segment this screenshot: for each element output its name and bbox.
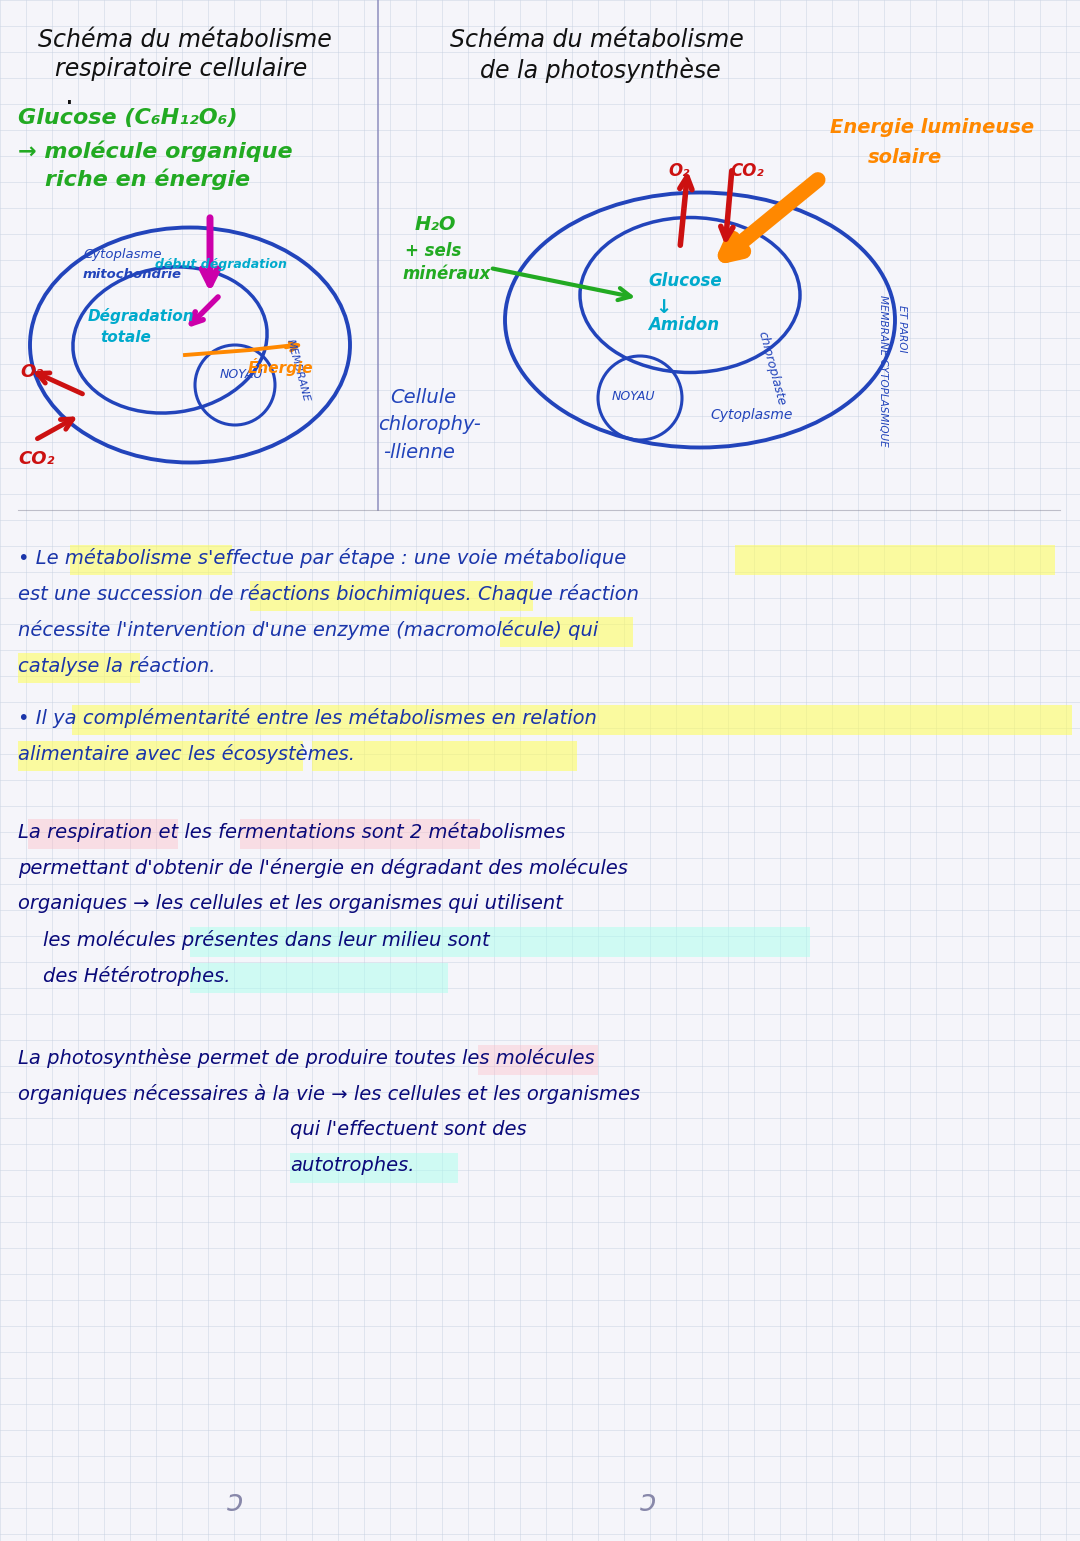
Text: est une succession de réactions biochimiques. Chaque réaction: est une succession de réactions biochimi… (18, 584, 639, 604)
Text: • Il ya complémentarité entre les métabolismes en relation: • Il ya complémentarité entre les métabo… (18, 707, 597, 727)
Text: La photosynthèse permet de produire toutes les molécules: La photosynthèse permet de produire tout… (18, 1048, 595, 1068)
Text: respiratoire cellulaire: respiratoire cellulaire (55, 57, 307, 82)
Bar (70, 546, 232, 575)
Text: nécessite l'intervention d'une enzyme (macromolécule) qui: nécessite l'intervention d'une enzyme (m… (18, 619, 598, 640)
Text: Glucose: Glucose (648, 273, 721, 290)
Text: début dégradation: début dégradation (156, 257, 287, 271)
Text: ·: · (65, 89, 73, 119)
Text: NOYAU: NOYAU (612, 390, 656, 404)
Text: Cellule: Cellule (390, 388, 456, 407)
Text: H₂O: H₂O (415, 216, 457, 234)
Text: La respiration et les fermentations sont 2 métabolismes: La respiration et les fermentations sont… (18, 821, 565, 841)
Text: de la photosynthèse: de la photosynthèse (480, 57, 720, 83)
Text: Dégradation: Dégradation (87, 308, 194, 324)
Bar (500, 616, 633, 647)
Text: chloroplaste: chloroplaste (755, 330, 787, 407)
Text: Schéma du métabolisme: Schéma du métabolisme (38, 28, 332, 52)
Text: autotrophes.: autotrophes. (291, 1156, 415, 1174)
Text: catalyse la réaction.: catalyse la réaction. (18, 656, 216, 676)
Text: des Hétérotrophes.: des Hétérotrophes. (18, 966, 230, 986)
Text: solaire: solaire (868, 148, 942, 166)
Text: + sels: + sels (405, 242, 461, 260)
Bar (735, 546, 1055, 575)
Bar (240, 818, 480, 849)
Text: • Le métabolisme s'effectue par étape : une voie métabolique: • Le métabolisme s'effectue par étape : … (18, 549, 626, 569)
Text: organiques → les cellules et les organismes qui utilisent: organiques → les cellules et les organis… (18, 894, 563, 912)
Text: ↄ: ↄ (639, 1489, 657, 1516)
Text: Glucose (C₆H₁₂O₆): Glucose (C₆H₁₂O₆) (18, 108, 238, 128)
Bar (28, 818, 178, 849)
Text: Cytoplasme: Cytoplasme (710, 408, 793, 422)
Bar (478, 1045, 598, 1076)
Text: ET PAROI: ET PAROI (897, 305, 907, 353)
Text: minéraux: minéraux (402, 265, 490, 284)
Bar (249, 581, 534, 610)
Text: Cytoplasme: Cytoplasme (83, 248, 162, 260)
Text: alimentaire avec les écosystèmes.: alimentaire avec les écosystèmes. (18, 744, 355, 764)
Text: permettant d'obtenir de l'énergie en dégradant des molécules: permettant d'obtenir de l'énergie en dég… (18, 858, 627, 878)
Text: O₂: O₂ (669, 162, 689, 180)
Text: Amidon: Amidon (648, 316, 719, 334)
Text: les molécules présentes dans leur milieu sont: les molécules présentes dans leur milieu… (18, 931, 489, 949)
Text: CO₂: CO₂ (18, 450, 54, 468)
Text: -llienne: -llienne (383, 442, 455, 462)
Bar (291, 1153, 458, 1183)
Text: qui l'effectuent sont des: qui l'effectuent sont des (291, 1120, 527, 1139)
Text: O₂: O₂ (21, 364, 43, 381)
Text: Energie lumineuse: Energie lumineuse (831, 119, 1035, 137)
Bar (18, 741, 303, 770)
Text: riche en énergie: riche en énergie (45, 168, 251, 190)
Bar (190, 928, 810, 957)
Text: Énergie: Énergie (248, 358, 313, 376)
Text: Schéma du métabolisme: Schéma du métabolisme (450, 28, 744, 52)
Text: MEMBRANE CYTOPLASMIQUE: MEMBRANE CYTOPLASMIQUE (878, 294, 888, 447)
Text: ↄ: ↄ (227, 1489, 243, 1516)
Text: totale: totale (100, 330, 151, 345)
Text: organiques nécessaires à la vie → les cellules et les organismes: organiques nécessaires à la vie → les ce… (18, 1083, 640, 1103)
Text: NOYAU: NOYAU (220, 368, 264, 381)
Bar (190, 963, 448, 992)
Text: → molécule organique: → molécule organique (18, 140, 293, 162)
Text: ↓: ↓ (654, 297, 672, 317)
Text: MEMBRANE: MEMBRANE (285, 337, 311, 404)
Text: CO₂: CO₂ (730, 162, 764, 180)
Bar (312, 741, 577, 770)
Text: chlorophy-: chlorophy- (378, 415, 481, 435)
Text: mitochondrie: mitochondrie (83, 268, 183, 280)
Bar (18, 653, 140, 683)
Bar (72, 704, 1072, 735)
